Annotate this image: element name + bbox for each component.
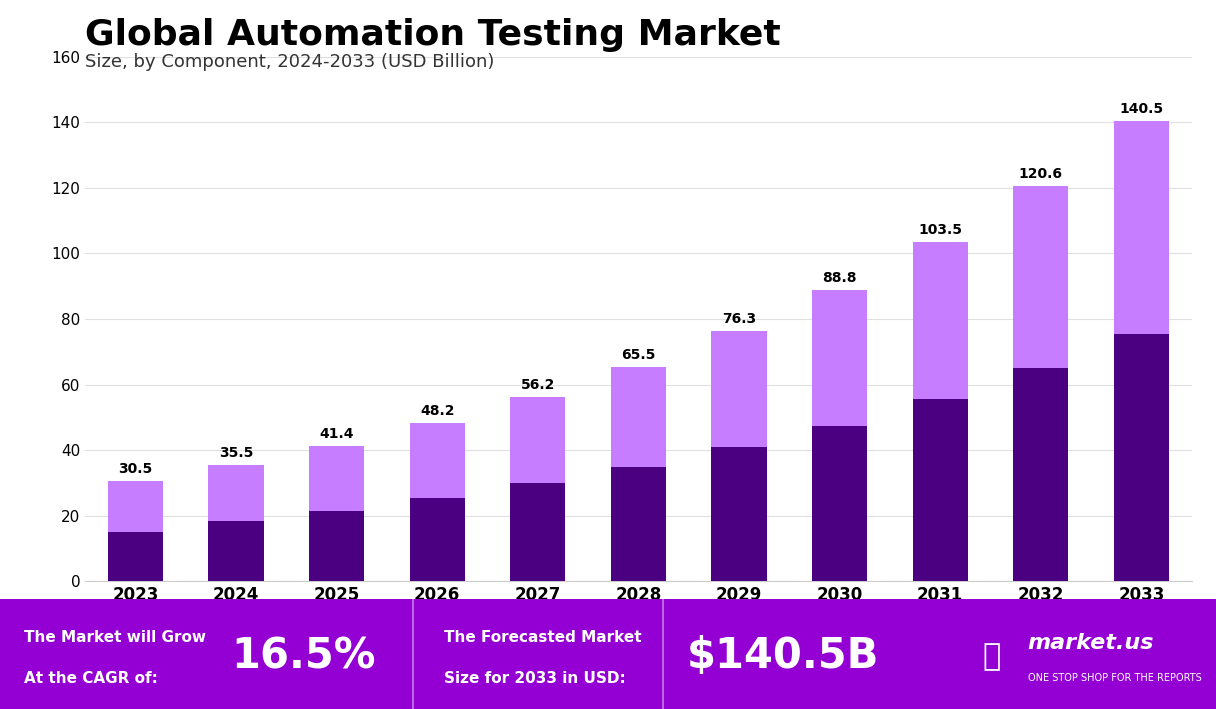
Bar [208,520,264,581]
Text: 48.2: 48.2 [420,404,455,418]
Text: $140.5B: $140.5B [687,635,879,677]
Text: market.us: market.us [1028,633,1154,653]
Bar [511,483,565,581]
Text: 56.2: 56.2 [520,378,554,392]
Bar [410,423,465,498]
Bar [812,425,867,581]
Bar [610,367,666,467]
Bar [912,399,968,581]
Text: 140.5: 140.5 [1119,102,1164,116]
Bar [108,532,163,581]
Bar [610,467,666,581]
Bar [1114,121,1169,334]
Text: 35.5: 35.5 [219,446,253,460]
Text: The Market will Grow: The Market will Grow [24,630,207,645]
Text: 41.4: 41.4 [320,427,354,441]
Bar [108,481,163,532]
Text: 88.8: 88.8 [822,272,857,285]
Text: 76.3: 76.3 [722,312,756,326]
Bar [812,290,867,425]
Bar [309,446,365,511]
Bar [1013,368,1069,581]
Bar [711,447,766,581]
Bar [912,242,968,399]
Bar [1114,334,1169,581]
Bar [208,465,264,520]
Text: The Forecasted Market: The Forecasted Market [444,630,642,645]
Bar [410,498,465,581]
Bar [309,511,365,581]
Bar [711,331,766,447]
FancyBboxPatch shape [0,599,1216,709]
Text: Global Automation Testing Market: Global Automation Testing Market [85,18,781,52]
Text: 120.6: 120.6 [1019,167,1063,181]
Text: Size for 2033 in USD:: Size for 2033 in USD: [444,671,625,686]
Text: Size, by Component, 2024-2033 (USD Billion): Size, by Component, 2024-2033 (USD Billi… [85,53,495,71]
Text: ONE STOP SHOP FOR THE REPORTS: ONE STOP SHOP FOR THE REPORTS [1028,674,1201,683]
Text: At the CAGR of:: At the CAGR of: [24,671,158,686]
Bar [511,397,565,483]
Text: 103.5: 103.5 [918,223,962,237]
Text: ⧗: ⧗ [983,642,1001,671]
Text: 65.5: 65.5 [621,347,655,362]
Text: 30.5: 30.5 [118,462,152,476]
Bar [1013,186,1069,368]
Text: 16.5%: 16.5% [231,635,376,677]
